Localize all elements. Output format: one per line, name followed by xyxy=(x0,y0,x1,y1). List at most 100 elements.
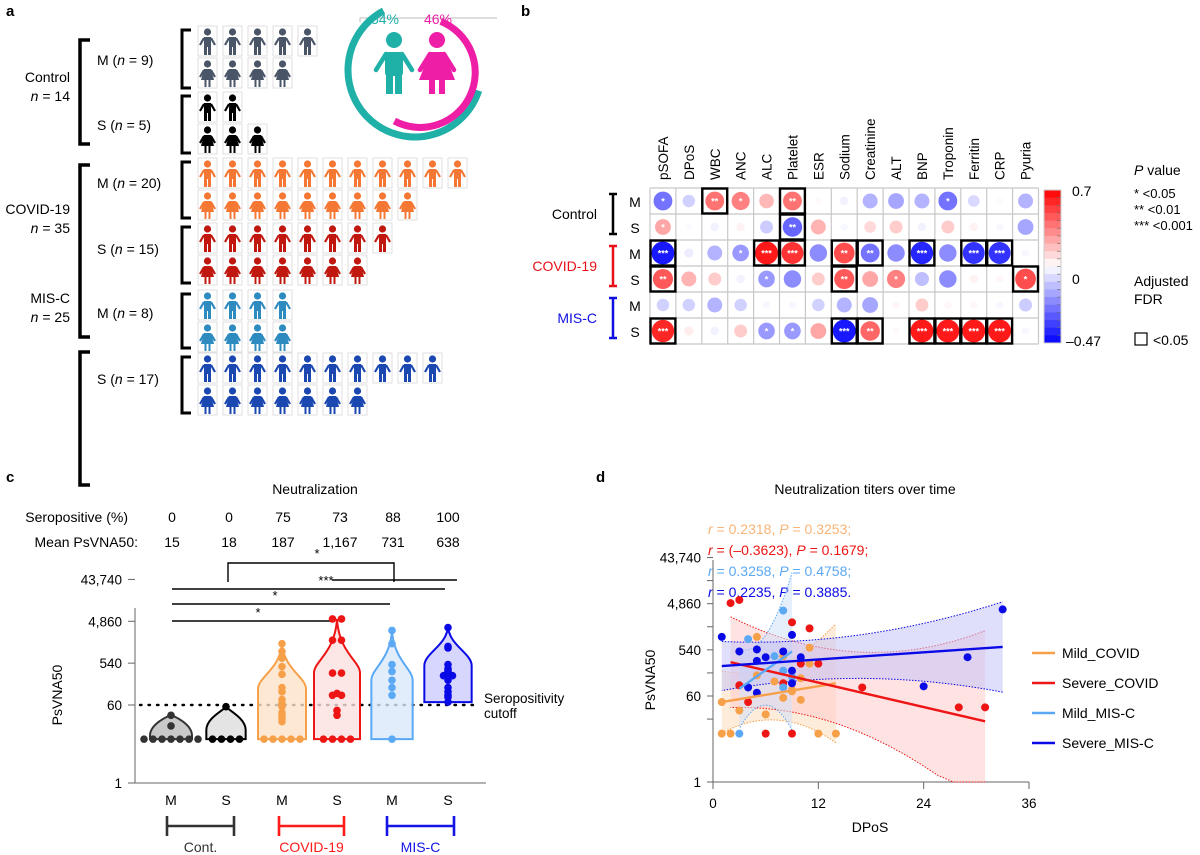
data-point xyxy=(167,735,175,743)
group-label: COVID-19 xyxy=(279,839,344,855)
female-person-icon xyxy=(272,254,293,286)
leg xyxy=(229,277,232,284)
leg xyxy=(279,243,282,252)
p-value-legend-item: ** <0.01 xyxy=(1134,202,1181,217)
colorbar-max: 0.7 xyxy=(1072,183,1092,199)
head xyxy=(228,60,237,68)
row-group-bracket xyxy=(609,296,617,340)
group-bracket xyxy=(78,350,90,487)
row-group-label: COVID-19 xyxy=(532,258,597,274)
head xyxy=(253,257,262,265)
female-person-icon xyxy=(197,123,218,155)
mean-value: 18 xyxy=(221,534,237,550)
data-point xyxy=(788,618,796,627)
leg xyxy=(283,407,286,414)
colorbar-segment xyxy=(1044,327,1061,336)
correlation-dot xyxy=(962,242,985,264)
row-label: M xyxy=(629,298,641,314)
leg xyxy=(204,243,207,252)
torso xyxy=(329,364,336,374)
leg xyxy=(404,373,407,382)
significance-stars: *** xyxy=(994,249,1005,259)
arms xyxy=(449,169,466,178)
regression-line xyxy=(738,650,793,690)
leg xyxy=(229,80,232,87)
leg xyxy=(279,178,282,187)
arms xyxy=(274,201,291,210)
data-point xyxy=(735,729,744,738)
leg xyxy=(208,407,211,414)
leg xyxy=(329,212,332,219)
data-point xyxy=(805,659,814,668)
leg xyxy=(254,243,257,252)
head xyxy=(378,355,387,363)
column-label: CRP xyxy=(993,151,1008,180)
correlation-dot xyxy=(781,242,804,264)
torso xyxy=(204,301,211,311)
head xyxy=(228,192,237,200)
arms xyxy=(224,301,241,310)
subgroup-label: S (n = 5) xyxy=(97,117,151,133)
head xyxy=(203,292,212,300)
leg xyxy=(233,146,236,153)
leg xyxy=(204,80,207,87)
torso xyxy=(279,364,286,374)
subgroup-bracket xyxy=(180,355,191,415)
head xyxy=(278,292,287,300)
data-point xyxy=(814,659,823,668)
head xyxy=(278,355,287,363)
colorbar-segment xyxy=(1044,251,1061,260)
correlation-dot xyxy=(684,248,694,258)
data-point xyxy=(796,695,805,704)
male-person-icon xyxy=(397,157,418,189)
leg xyxy=(304,373,307,382)
significance-stars: * xyxy=(765,327,769,337)
leg xyxy=(329,243,332,252)
group-bracket xyxy=(165,816,236,836)
head xyxy=(328,257,337,265)
correlation-dot xyxy=(840,196,849,206)
data-point xyxy=(805,624,814,633)
leg xyxy=(379,373,382,382)
data-point xyxy=(388,660,396,669)
data-point xyxy=(444,623,452,632)
arms xyxy=(424,169,441,178)
torso xyxy=(379,364,386,374)
arms xyxy=(274,234,291,243)
leg xyxy=(329,373,332,382)
data-point xyxy=(444,683,452,692)
data-point xyxy=(388,735,396,743)
torso xyxy=(279,169,286,179)
arms xyxy=(349,234,366,243)
significance-stars: *** xyxy=(761,249,772,259)
arms xyxy=(324,169,341,178)
data-point xyxy=(278,670,286,679)
p-value-legend-title: P value xyxy=(1134,162,1181,178)
correlation-dot xyxy=(788,301,797,309)
leg xyxy=(329,407,332,414)
colorbar-segment xyxy=(1044,281,1061,290)
leg xyxy=(333,212,336,219)
male-person-icon xyxy=(297,157,318,189)
head xyxy=(428,160,437,168)
male-person-icon xyxy=(322,222,343,254)
leg xyxy=(333,277,336,284)
leg xyxy=(229,243,232,252)
significance-stars: * xyxy=(894,275,898,285)
correlation-annotation: r = 0.2235, P = 0.3885. xyxy=(708,584,851,600)
male-share-arc xyxy=(344,7,483,141)
y-tick-label: 60 xyxy=(686,689,701,704)
panel-label-d: d xyxy=(596,469,605,486)
torso xyxy=(354,234,361,244)
colorbar-segment xyxy=(1044,235,1061,245)
leg xyxy=(358,277,361,284)
head xyxy=(253,387,262,395)
significance-bracket xyxy=(227,562,395,582)
arms xyxy=(224,135,241,144)
data-point xyxy=(726,729,735,738)
head xyxy=(203,192,212,200)
correlation-dot xyxy=(967,195,980,207)
correlation-dot xyxy=(970,301,978,309)
male-person-icon xyxy=(297,352,318,384)
